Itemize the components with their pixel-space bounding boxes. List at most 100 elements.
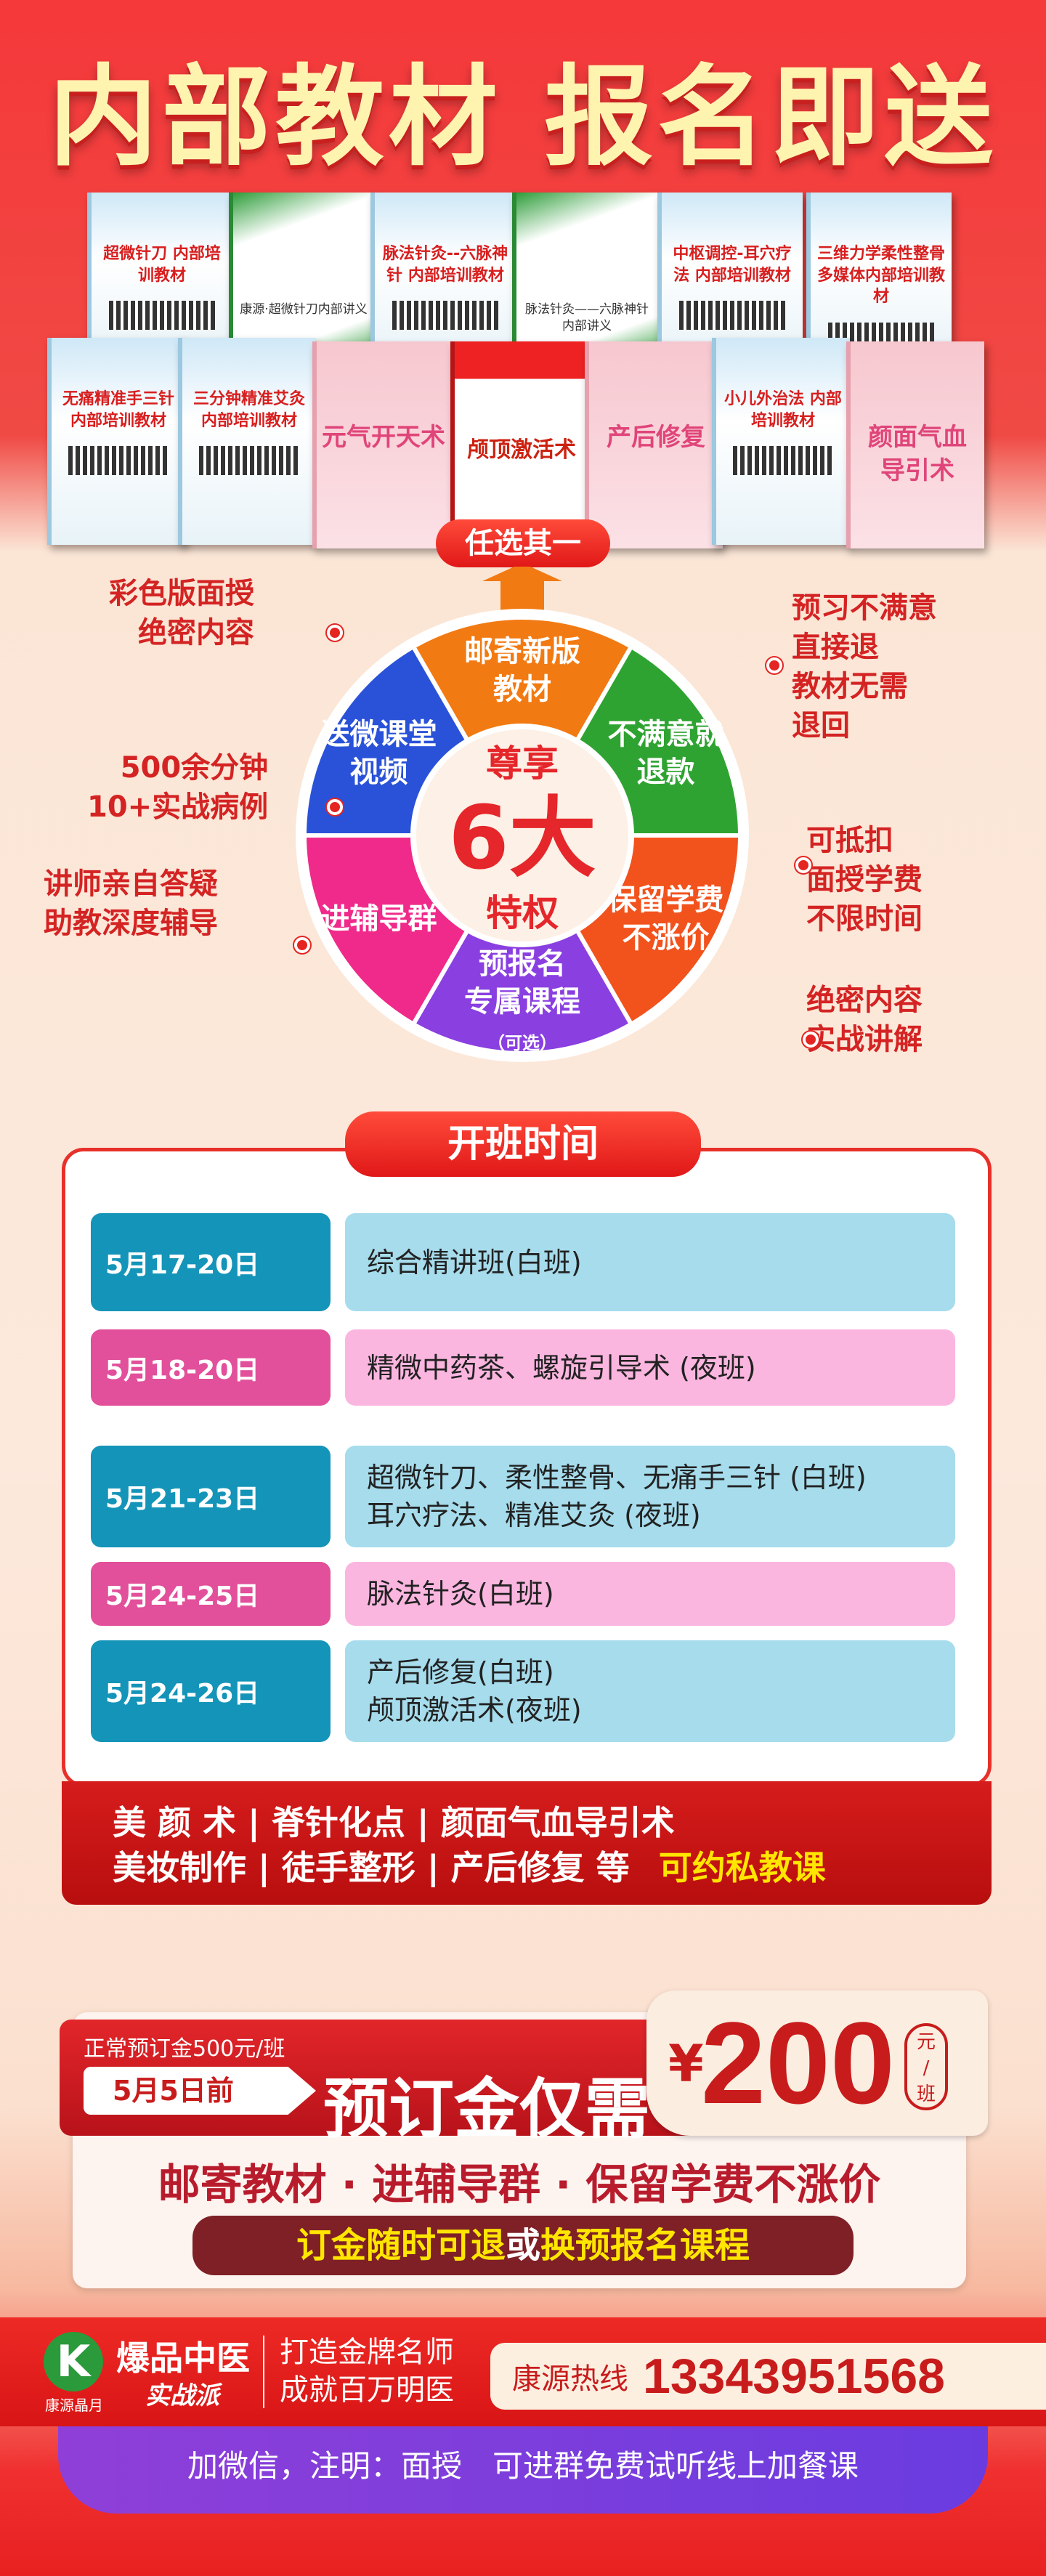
schedule-row: 5月24-25日 脉法针灸(白班): [91, 1562, 955, 1626]
qr-codes: [68, 446, 169, 476]
wheel-segment-label: 视频: [350, 756, 408, 789]
textbook-title: 颜面气血 导引术: [868, 423, 967, 485]
wechat-note: 加微信，注明：面授 可进群免费试听线上加餐课: [58, 2426, 988, 2514]
class-date: 5月21-23日: [91, 1446, 331, 1547]
textbook-cover: 中枢调控-耳穴疗法 内部培训教材: [657, 193, 803, 360]
wheel-center-text: 特权: [486, 892, 559, 934]
bullet-dot-icon: [803, 1032, 819, 1048]
wheel-segment-label: 预报名: [479, 947, 566, 981]
textbook-title: 三分钟精准艾灸 内部培训教材: [192, 390, 305, 430]
class-courses: 产后修复(白班) 颅顶激活术(夜班): [345, 1640, 955, 1742]
privilege-note: 预习不满意 直接退 教材无需 退回: [792, 591, 937, 742]
textbook-cover: 小儿外治法 内部培训教材: [712, 338, 850, 545]
slogan: 打造金牌名师 成就百万明医: [280, 2336, 454, 2407]
bullet-dot-icon: [766, 657, 782, 673]
footer-divider: [263, 2336, 264, 2408]
textbook-cover: 元气开天术: [312, 341, 450, 548]
private-highlight: 可约私教课: [658, 1848, 826, 1887]
textbook-cover: 康源·超微针刀内部讲义: [229, 193, 374, 360]
textbook-title: 超微针刀 内部培训教材: [103, 245, 221, 285]
qr-codes: [679, 301, 785, 331]
textbook-title: 无痛精准手三针 内部培训教材: [62, 390, 174, 430]
textbook-cover: 三分钟精准艾灸 内部培训教材: [178, 338, 316, 545]
wheel-segment-label: 送微课堂: [321, 718, 437, 751]
textbook-cover: 三维力学柔性整骨 多媒体内部培训教材: [806, 193, 952, 360]
class-date: 5月24-26日: [91, 1640, 331, 1742]
textbook-title: 中枢调控-耳穴疗法 内部培训教材: [673, 245, 792, 285]
private-line2: 美妆制作 | 徒手整形 | 产后修复 等: [113, 1848, 630, 1887]
hotline-label: 康源热线: [512, 2362, 628, 2396]
privilege-note: 绝密内容 实战讲解: [806, 984, 923, 1056]
privilege-note: 500余分钟 10+实战病例: [87, 751, 269, 824]
privilege-note: 讲师亲自答疑 助教深度辅导: [44, 867, 218, 940]
privilege-note: 彩色版面授 绝密内容: [109, 577, 254, 649]
class-date: 5月18-20日: [91, 1329, 331, 1406]
schedule-row: 5月21-23日 超微针刀、柔性整骨、无痛手三针 (白班) 耳穴疗法、精准艾灸 (夜…: [91, 1446, 955, 1547]
refund-banner: 订金随时可退或换预报名课程: [192, 2216, 854, 2275]
bullet-dot-icon: [795, 857, 811, 873]
bullet-dot-icon: [294, 937, 310, 953]
price-unit: 元 / 班: [904, 2023, 948, 2110]
textbook-cover: 脉法针灸--六脉神针 内部培训教材: [370, 193, 516, 360]
textbook-title: 脉法针灸——六脉神针内部讲义: [525, 302, 649, 333]
normal-deposit: 正常预订金500元/班: [84, 2036, 285, 2062]
textbook-cover: 颅顶激活术: [450, 341, 588, 548]
course-name: 产后修复(白班): [367, 1656, 554, 1688]
wheel-center-text: 尊享: [486, 742, 559, 785]
class-courses: 脉法针灸(白班): [345, 1562, 955, 1626]
price-box: ¥ 200 元 / 班: [646, 1990, 988, 2136]
course-name: 颅顶激活术(夜班): [367, 1694, 582, 1726]
private-line1: 美 颜 术 | 脊针化点 | 颜面气血导引术: [113, 1803, 675, 1842]
wheel-center: [410, 724, 634, 947]
page-title: 内部教材 报名即送: [48, 54, 998, 181]
wheel-segment-label: 专属课程: [464, 985, 580, 1018]
textbook-cover: 超微针刀 内部培训教材: [87, 193, 232, 360]
brand-name: 爆品中医: [116, 2338, 250, 2378]
wheel-center-text: 6大: [448, 788, 596, 889]
qr-codes: [733, 446, 833, 476]
deposit-benefits: 邮寄教材 · 进辅导群 · 保留学费不涨价: [158, 2160, 881, 2209]
wheel-segment-label: （可选）: [487, 1033, 557, 1053]
course-name: 超微针刀、柔性整骨、无痛手三针 (白班): [367, 1462, 867, 1494]
textbook-cover: 脉法针灸——六脉神针内部讲义: [512, 193, 657, 360]
logo-caption: 康源晶月: [45, 2397, 103, 2414]
schedule-row: 5月17-20日 综合精讲班(白班): [91, 1213, 955, 1311]
wheel-segment-label: 不涨价: [622, 921, 709, 955]
schedule-row: 5月18-20日 精微中药茶、螺旋引导术 (夜班): [91, 1329, 955, 1406]
deposit-label: 预订金仅需: [323, 2071, 650, 2147]
qr-codes: [109, 301, 215, 331]
wheel-segment-label: 邮寄新版: [464, 635, 580, 668]
hotline-box[interactable]: 康源热线 13343951568: [490, 2343, 1046, 2410]
hotline-number[interactable]: 13343951568: [643, 2349, 946, 2404]
wheel-segment-label: 教材: [493, 673, 551, 706]
class-date: 5月17-20日: [91, 1213, 331, 1311]
privilege-note: 可抵扣 面授学费 不限时间: [806, 824, 923, 936]
textbook-cover: 无痛精准手三针 内部培训教材: [47, 338, 185, 545]
course-name: 耳穴疗法、精准艾灸 (夜班): [367, 1499, 701, 1531]
course-name: 综合精讲班(白班): [367, 1246, 582, 1279]
qr-codes: [199, 446, 299, 476]
textbook-title: 小儿外治法 内部培训教材: [724, 390, 842, 430]
textbook-title: 三维力学柔性整骨 多媒体内部培训教材: [816, 245, 945, 307]
class-courses: 精微中药茶、螺旋引导术 (夜班): [345, 1329, 955, 1406]
textbook-title: 颅顶激活术: [467, 437, 576, 463]
private-lesson-banner: 美 颜 术 | 脊针化点 | 颜面气血导引术 美妆制作 | 徒手整形 | 产后修…: [62, 1781, 992, 1905]
class-courses: 超微针刀、柔性整骨、无痛手三针 (白班) 耳穴疗法、精准艾灸 (夜班): [345, 1446, 955, 1547]
class-date: 5月24-25日: [91, 1562, 331, 1626]
course-name: 脉法针灸(白班): [367, 1578, 554, 1610]
schedule-title: 开班时间: [345, 1111, 701, 1177]
wheel-segment-label: 不满意就: [607, 718, 723, 751]
schedule-row: 5月24-26日 产后修复(白班) 颅顶激活术(夜班): [91, 1640, 955, 1742]
textbook-title: 康源·超微针刀内部讲义: [240, 302, 368, 317]
bullet-dot-icon: [327, 799, 343, 815]
textbook-title: 脉法针灸--六脉神针 内部培训教材: [382, 245, 508, 285]
wheel-segment-label: 退款: [636, 756, 694, 789]
textbook-title: 产后修复: [607, 423, 705, 452]
bullet-dot-icon: [327, 625, 343, 641]
deadline-tag: 5月5日前: [84, 2067, 316, 2115]
textbook-title: 元气开天术: [322, 423, 445, 452]
textbook-cover: 颜面气血 导引术: [846, 341, 984, 548]
wheel-segment-label: 保留学费: [607, 883, 723, 917]
brand-sub: 实战派: [145, 2381, 219, 2410]
